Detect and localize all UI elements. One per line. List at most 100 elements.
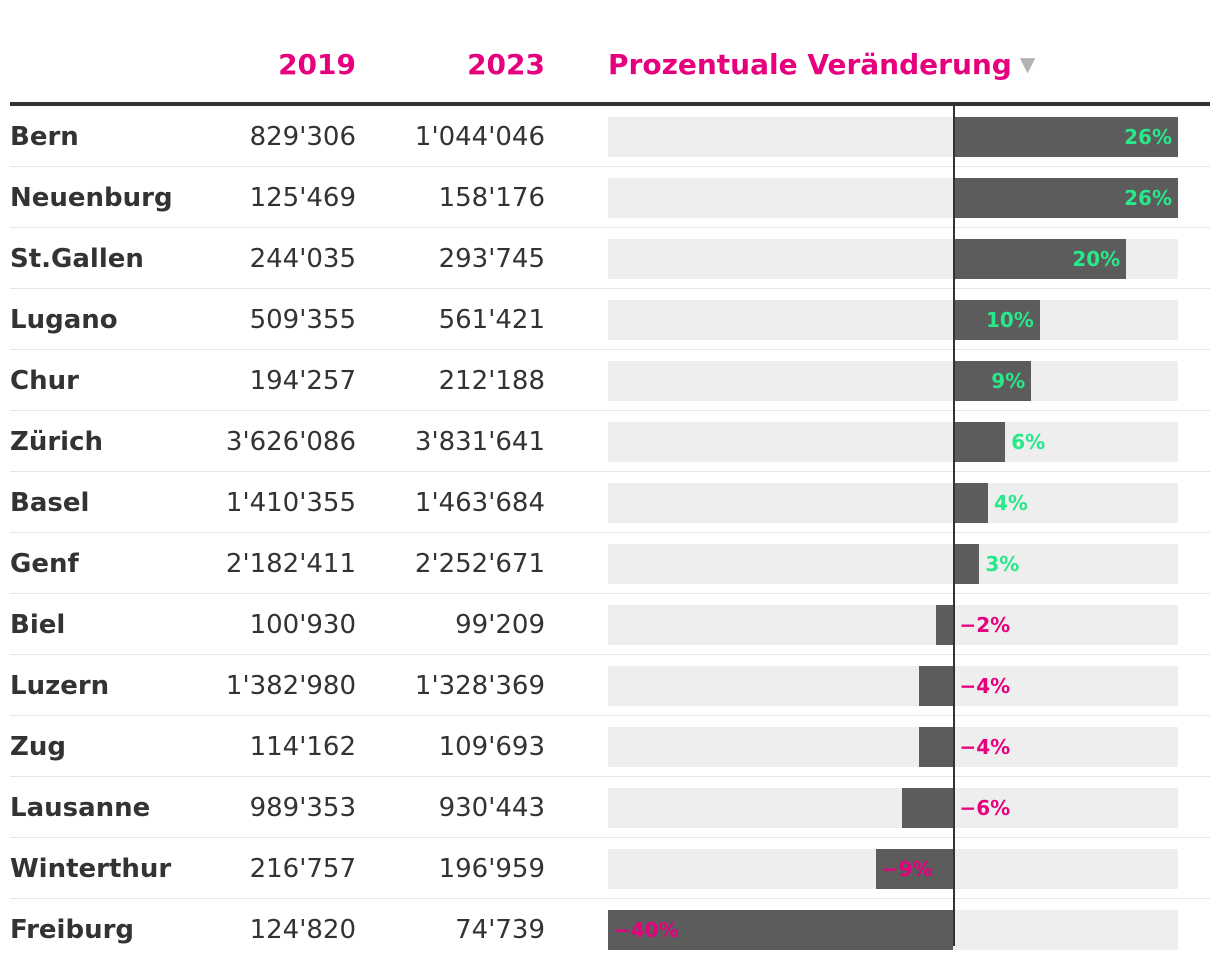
column-header-change-label: Prozentuale Veränderung bbox=[608, 48, 1012, 81]
bar-track: 4% bbox=[608, 483, 1178, 523]
value-2023: 3'831'641 bbox=[414, 427, 545, 457]
change-label: −6% bbox=[959, 796, 1011, 820]
table-row: Zürich 3'626'086 3'831'641 6% bbox=[10, 411, 1210, 472]
city-name: Biel bbox=[10, 610, 66, 640]
value-2023: 109'693 bbox=[438, 732, 545, 762]
change-label: 26% bbox=[1124, 186, 1172, 210]
value-2019: 829'306 bbox=[249, 122, 356, 152]
value-2019: 989'353 bbox=[249, 793, 356, 823]
value-2019: 1'410'355 bbox=[225, 488, 356, 518]
change-label: 26% bbox=[1124, 125, 1172, 149]
table-row: Chur 194'257 212'188 9% bbox=[10, 350, 1210, 411]
change-label: 10% bbox=[985, 308, 1034, 332]
change-label: −4% bbox=[959, 674, 1011, 698]
change-bar bbox=[918, 666, 954, 706]
city-name: Winterthur bbox=[10, 854, 172, 884]
value-2019: 114'162 bbox=[249, 732, 356, 762]
change-bar bbox=[953, 361, 1032, 401]
city-name: Zug bbox=[10, 732, 66, 762]
value-2023: 1'044'046 bbox=[414, 122, 545, 152]
change-label: −4% bbox=[959, 735, 1011, 759]
zero-axis-line bbox=[953, 106, 955, 946]
change-label: 20% bbox=[1072, 247, 1121, 271]
change-label: 3% bbox=[985, 552, 1020, 576]
change-bar bbox=[953, 239, 1127, 279]
value-2019: 100'930 bbox=[249, 610, 356, 640]
value-2019: 194'257 bbox=[249, 366, 356, 396]
value-2023: 158'176 bbox=[438, 183, 545, 213]
city-name: Freiburg bbox=[10, 915, 135, 945]
city-name: Zürich bbox=[10, 427, 104, 457]
change-bar bbox=[875, 849, 954, 889]
value-2019: 1'382'980 bbox=[225, 671, 356, 701]
city-name: Luzern bbox=[10, 671, 110, 701]
change-bar bbox=[953, 544, 980, 584]
city-name: Lugano bbox=[10, 305, 118, 335]
column-header-2023[interactable]: 2023 bbox=[467, 48, 545, 81]
bar-track: 3% bbox=[608, 544, 1178, 584]
city-name: Chur bbox=[10, 366, 79, 396]
value-2019: 125'469 bbox=[249, 183, 356, 213]
bar-track: 20% bbox=[608, 239, 1178, 279]
value-2023: 74'739 bbox=[455, 915, 545, 945]
table-row: Zug 114'162 109'693 −4% bbox=[10, 716, 1210, 777]
value-2023: 2'252'671 bbox=[414, 549, 545, 579]
table-row: Luzern 1'382'980 1'328'369 −4% bbox=[10, 655, 1210, 716]
bar-track: 6% bbox=[608, 422, 1178, 462]
change-bar bbox=[953, 117, 1178, 157]
table-header: 2019 2023 Prozentuale Veränderung ▼ bbox=[10, 36, 1210, 106]
bar-track: 9% bbox=[608, 361, 1178, 401]
value-2019: 509'355 bbox=[249, 305, 356, 335]
table-row: Neuenburg 125'469 158'176 26% bbox=[10, 167, 1210, 228]
table-row: Freiburg 124'820 74'739 −40% bbox=[10, 899, 1210, 959]
change-bar bbox=[918, 727, 954, 767]
value-2023: 1'463'684 bbox=[414, 488, 545, 518]
table-row: Lugano 509'355 561'421 10% bbox=[10, 289, 1210, 350]
change-label: 9% bbox=[991, 369, 1026, 393]
sort-descending-icon[interactable]: ▼ bbox=[1019, 52, 1036, 76]
city-name: Bern bbox=[10, 122, 79, 152]
value-2023: 99'209 bbox=[455, 610, 545, 640]
bar-track: 26% bbox=[608, 178, 1178, 218]
value-2023: 293'745 bbox=[438, 244, 545, 274]
change-bar bbox=[953, 422, 1006, 462]
value-2019: 244'035 bbox=[249, 244, 356, 274]
value-2019: 216'757 bbox=[249, 854, 356, 884]
change-bar bbox=[608, 910, 954, 950]
change-label: 6% bbox=[1011, 430, 1046, 454]
bar-track: −6% bbox=[608, 788, 1178, 828]
bar-track: −40% bbox=[608, 910, 1178, 950]
table-row: Basel 1'410'355 1'463'684 4% bbox=[10, 472, 1210, 533]
value-2023: 930'443 bbox=[438, 793, 545, 823]
change-label: 4% bbox=[994, 491, 1028, 515]
value-2023: 196'959 bbox=[438, 854, 545, 884]
table-row: Lausanne 989'353 930'443 −6% bbox=[10, 777, 1210, 838]
value-2023: 561'421 bbox=[438, 305, 545, 335]
change-label: −9% bbox=[881, 857, 933, 881]
change-table: 2019 2023 Prozentuale Veränderung ▼ Bern 8… bbox=[10, 36, 1210, 959]
bar-track: 26% bbox=[608, 117, 1178, 157]
column-header-2019[interactable]: 2019 bbox=[278, 48, 356, 81]
change-label: −2% bbox=[959, 613, 1011, 637]
change-bar bbox=[953, 483, 988, 523]
column-header-change[interactable]: Prozentuale Veränderung ▼ bbox=[608, 48, 1035, 81]
bar-track: −9% bbox=[608, 849, 1178, 889]
table-row: Bern 829'306 1'044'046 26% bbox=[10, 106, 1210, 167]
table-row: Biel 100'930 99'209 −2% bbox=[10, 594, 1210, 655]
city-name: Genf bbox=[10, 549, 79, 579]
change-bar bbox=[901, 788, 954, 828]
value-2023: 1'328'369 bbox=[414, 671, 545, 701]
bar-track: −4% bbox=[608, 727, 1178, 767]
value-2019: 3'626'086 bbox=[225, 427, 356, 457]
table-row: St.Gallen 244'035 293'745 20% bbox=[10, 228, 1210, 289]
change-bar bbox=[953, 300, 1040, 340]
city-name: Basel bbox=[10, 488, 90, 518]
value-2023: 212'188 bbox=[438, 366, 545, 396]
table-row: Genf 2'182'411 2'252'671 3% bbox=[10, 533, 1210, 594]
change-bar bbox=[953, 178, 1178, 218]
bar-track: −2% bbox=[608, 605, 1178, 645]
bar-track: −4% bbox=[608, 666, 1178, 706]
city-name: Neuenburg bbox=[10, 183, 173, 213]
city-name: Lausanne bbox=[10, 793, 151, 823]
city-name: St.Gallen bbox=[10, 244, 144, 274]
